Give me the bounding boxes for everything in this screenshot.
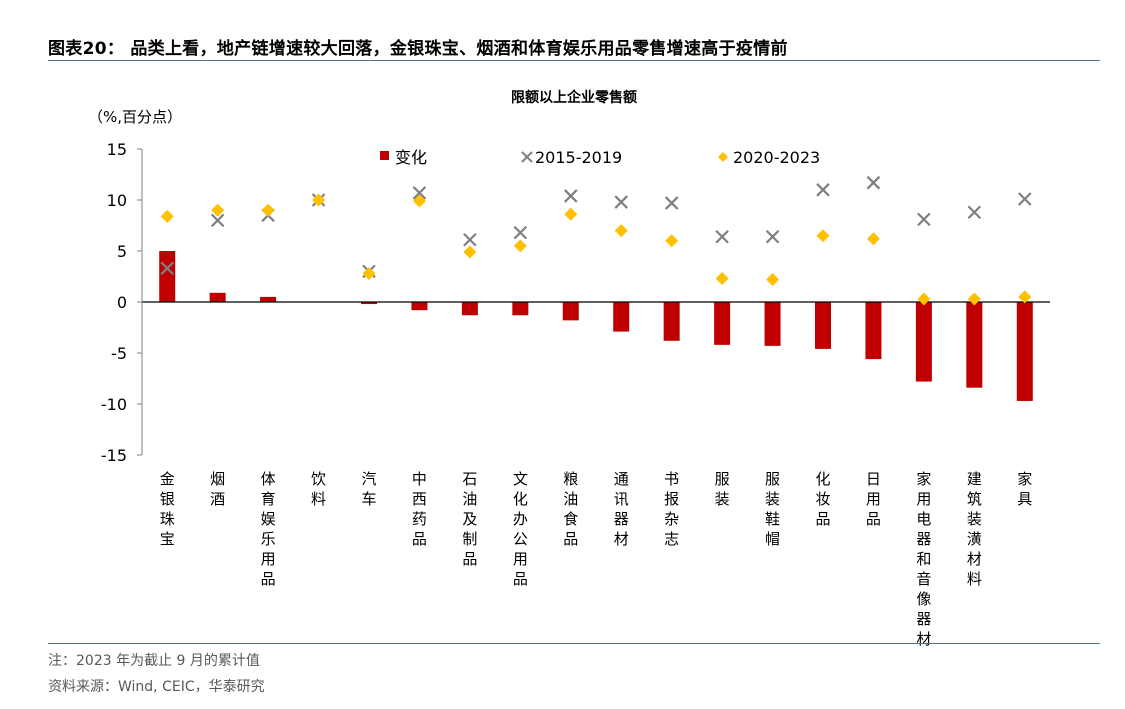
diamond-point <box>816 229 830 243</box>
bar <box>1016 302 1033 401</box>
diamond-point <box>1018 290 1032 304</box>
x-tick-label: 粮油食品 <box>563 470 578 548</box>
x-tick-label: 体育娱乐用品 <box>261 470 276 588</box>
y-tick-label: 5 <box>117 242 127 261</box>
diamond-point <box>211 203 225 217</box>
figure-title: 图表20： 品类上看，地产链增速较大回落，金银珠宝、烟酒和体育娱乐用品零售增速高… <box>48 39 788 59</box>
legend-label: 变化 <box>395 148 427 167</box>
x-tick-label: 通讯器材 <box>614 470 629 548</box>
cross-point <box>463 233 477 247</box>
legend-bar-swatch <box>380 151 389 160</box>
diamond-point <box>513 239 527 253</box>
legend-label: 2015-2019 <box>535 148 622 167</box>
cross-point <box>765 229 780 244</box>
cross-point <box>967 205 982 220</box>
bar <box>865 302 882 360</box>
bar <box>209 292 226 302</box>
diamond-point <box>766 273 780 287</box>
bar-series <box>159 251 1033 401</box>
series-2015-2019 <box>160 175 1032 279</box>
source-note: 资料来源：Wind, CEIC，华泰研究 <box>48 679 265 695</box>
diamond-point <box>261 203 275 217</box>
diamond-point <box>917 292 931 306</box>
x-tick-label: 汽车 <box>361 470 376 508</box>
y-tick-label: 0 <box>117 293 127 312</box>
x-tick-label: 中西药品 <box>412 470 427 548</box>
bar <box>663 302 680 341</box>
cross-point <box>715 229 729 244</box>
x-tick-label: 化妆品 <box>815 470 830 528</box>
diamond-point <box>412 194 426 208</box>
x-tick-label: 家用电器和音像器材 <box>916 470 931 648</box>
x-tick-label: 服装 <box>715 470 730 508</box>
x-tick-label: 饮料 <box>311 470 326 508</box>
legend-label: 2020-2023 <box>733 148 820 167</box>
cross-point <box>866 175 881 190</box>
diamond-point <box>463 245 477 259</box>
y-tick-label: -15 <box>101 446 127 465</box>
x-tick-label: 烟酒 <box>210 470 225 508</box>
bar <box>562 302 579 321</box>
legend-diamond-marker <box>718 152 728 162</box>
legend: 变化 2015-2019 2020-2023 <box>380 148 820 167</box>
diamond-point <box>160 209 174 223</box>
cross-point <box>564 189 578 203</box>
diamond-point <box>715 272 729 286</box>
bar <box>915 302 932 382</box>
x-tick-label: 金银珠宝 <box>160 470 175 548</box>
diamond-point <box>312 193 326 207</box>
y-tick-label: -5 <box>111 344 127 363</box>
x-tick-label: 服装鞋帽 <box>765 470 780 548</box>
bar <box>714 302 731 345</box>
diamond-point <box>362 266 376 280</box>
x-tick-label: 建筑装潢材料 <box>967 470 982 588</box>
cross-point <box>816 183 830 197</box>
y-axis: 15 10 5 0 -5 -10 -15 <box>101 140 143 465</box>
cross-point <box>614 195 628 209</box>
x-tick-label: 石油及制品 <box>462 470 477 568</box>
cross-point <box>917 212 931 227</box>
chart-title: 限额以上企业零售额 <box>511 89 637 106</box>
cross-point <box>210 213 225 228</box>
bar <box>411 302 428 311</box>
diamond-point <box>967 292 981 306</box>
x-tick-label: 文化办公用品 <box>513 470 528 588</box>
cross-point <box>412 186 427 200</box>
cross-point <box>160 261 174 276</box>
bar <box>764 302 781 346</box>
diamond-point <box>614 224 628 238</box>
bar <box>260 296 277 302</box>
bar <box>461 302 478 316</box>
y-tick-label: -10 <box>101 395 127 414</box>
cross-point <box>664 196 679 210</box>
diamond-point <box>665 234 679 248</box>
bar <box>512 302 529 316</box>
footnote: 注：2023 年为截止 9 月的累计值 <box>48 653 260 669</box>
footer-rule <box>48 643 1100 644</box>
bar <box>361 302 377 305</box>
y-axis-unit-label: （%,百分点） <box>88 108 182 126</box>
cross-point <box>1018 192 1032 206</box>
bar <box>815 302 831 349</box>
diamond-point <box>866 232 880 246</box>
x-tick-label: 家具 <box>1017 470 1032 508</box>
y-tick-label: 15 <box>107 140 127 159</box>
cross-point <box>513 225 528 240</box>
series-2020-2023 <box>160 193 1032 306</box>
legend-cross-marker <box>521 151 533 163</box>
bar <box>159 251 176 302</box>
bar <box>613 302 630 332</box>
y-tick-label: 10 <box>107 191 127 210</box>
title-rule <box>48 60 1100 61</box>
x-tick-label: 日用品 <box>866 470 881 528</box>
x-tick-label: 书报杂志 <box>664 470 679 548</box>
bar <box>966 302 983 388</box>
diamond-point <box>564 207 578 221</box>
